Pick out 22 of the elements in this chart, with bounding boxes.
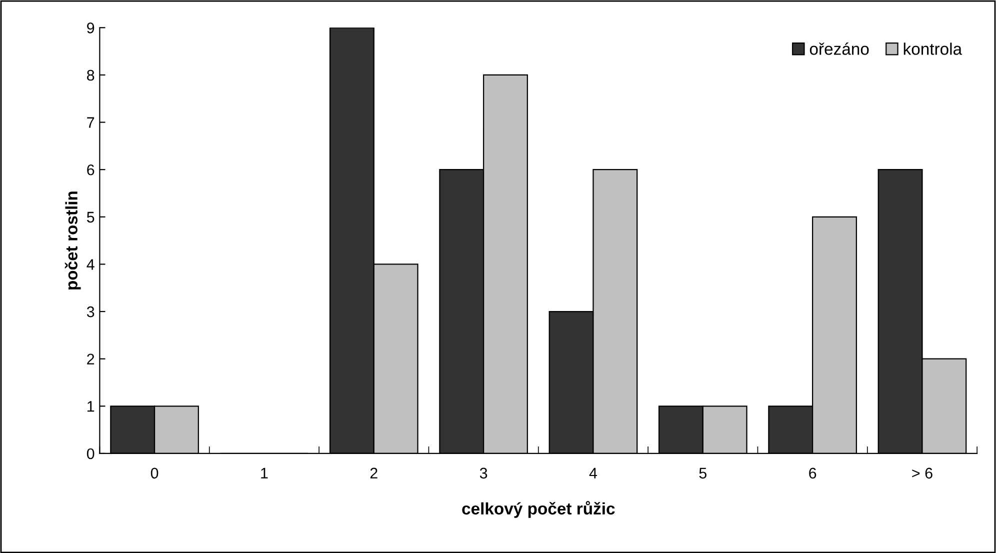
x-tick-label: > 6 xyxy=(912,468,932,479)
y-tick-label: 9 xyxy=(87,22,94,34)
y-tick-label: 0 xyxy=(86,448,94,460)
y-tick-label: 4 xyxy=(86,259,94,270)
x-tick-label: 2 xyxy=(370,468,378,478)
legend-label: ořezáno xyxy=(810,42,869,55)
y-tick-label: 3 xyxy=(86,306,94,318)
y-tick-label: 6 xyxy=(87,164,94,176)
x-tick-label: 5 xyxy=(699,468,706,479)
y-axis-title: počet rostlin xyxy=(64,192,81,290)
x-tick-label: 0 xyxy=(150,468,158,479)
x-tick-label: 1 xyxy=(261,468,268,478)
x-tick-label: 4 xyxy=(589,468,598,478)
y-tick-label: 1 xyxy=(88,401,94,412)
y-tick-label: 2 xyxy=(87,354,94,364)
x-tick-label: 3 xyxy=(480,468,488,479)
y-tick-label: 8 xyxy=(87,70,94,81)
x-tick-label: 6 xyxy=(809,468,816,479)
y-tick-label: 7 xyxy=(87,117,94,128)
x-axis-title: celkový počet růžic xyxy=(462,501,615,518)
y-tick-label: 5 xyxy=(86,212,94,223)
legend-label: kontrola xyxy=(904,42,962,55)
